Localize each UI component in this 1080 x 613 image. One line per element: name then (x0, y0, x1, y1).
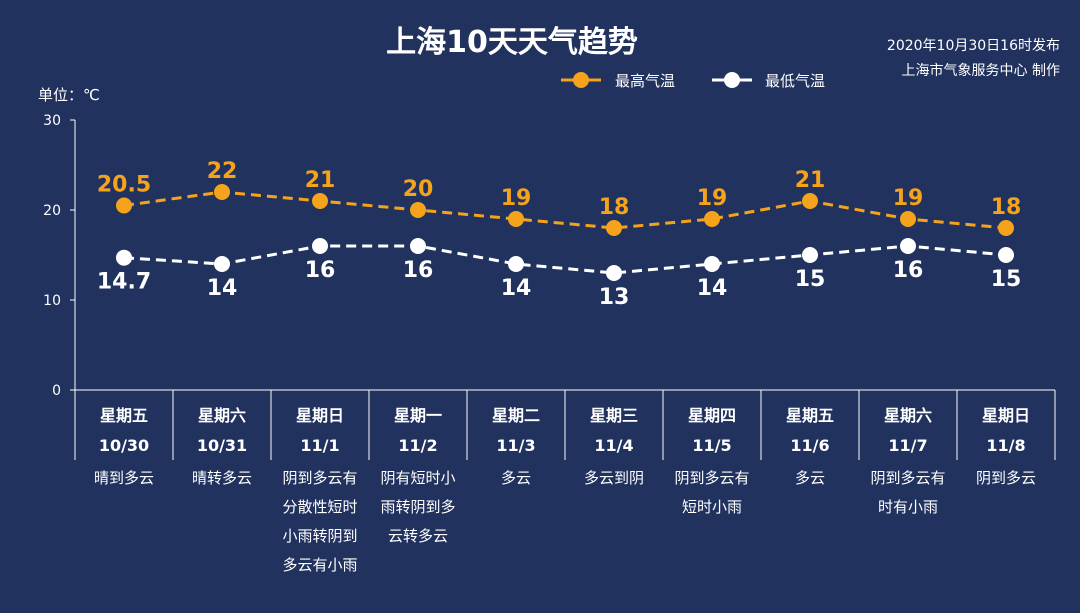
point-low (704, 256, 720, 272)
data-label-high: 19 (697, 186, 728, 211)
point-high (900, 211, 916, 227)
date-label: 10/31 (197, 436, 247, 455)
point-low (508, 256, 524, 272)
data-label-high: 20 (403, 177, 434, 202)
date-label: 11/7 (888, 436, 927, 455)
weather-text: 多云有小雨 (282, 556, 357, 574)
date-label: 11/3 (496, 436, 535, 455)
weather-text: 小雨转阴到 (282, 527, 357, 545)
point-low (214, 256, 230, 272)
data-label-low: 15 (991, 267, 1022, 292)
data-label-low: 14 (207, 276, 238, 301)
date-label: 11/5 (692, 436, 731, 455)
axes: 0 10 20 30 (43, 113, 1056, 460)
data-label-high: 18 (599, 195, 630, 220)
point-low (998, 247, 1014, 263)
y-tick-label: 20 (43, 203, 61, 219)
weekday-label: 星期日 (982, 406, 1030, 425)
data-label-high: 21 (305, 168, 336, 193)
point-high (508, 211, 524, 227)
weather-text: 阴到多云有 (870, 469, 945, 487)
weather-text: 阴到多云 (976, 469, 1036, 487)
date-label: 11/8 (986, 436, 1025, 455)
day-columns: 星期五 10/30 晴到多云 星期六 10/31 晴转多云 星期日 11/1 阴到多云有分散性短… (94, 406, 1036, 574)
point-low (606, 265, 622, 281)
producer: 上海市气象服务中心 制作 (902, 62, 1060, 79)
point-high (802, 193, 818, 209)
data-label-low: 15 (795, 267, 826, 292)
point-high (410, 202, 426, 218)
weather-text: 时有小雨 (878, 498, 938, 516)
legend-low-marker (724, 72, 740, 88)
weather-text: 分散性短时 (282, 498, 357, 516)
unit-label: 单位：℃ (38, 86, 100, 104)
date-label: 11/1 (300, 436, 339, 455)
date-label: 11/6 (790, 436, 829, 455)
legend-low-label: 最低气温 (765, 72, 825, 90)
weather-text: 晴到多云 (94, 469, 154, 487)
point-high (998, 220, 1014, 236)
weather-text: 晴转多云 (192, 469, 252, 487)
date-label: 10/30 (99, 436, 149, 455)
data-label-low: 16 (403, 258, 434, 283)
y-tick-label: 0 (52, 383, 61, 399)
point-low (900, 238, 916, 254)
weather-text: 雨转阴到多 (380, 498, 455, 516)
data-label-high: 19 (893, 186, 924, 211)
point-high (606, 220, 622, 236)
data-label-low: 13 (599, 285, 630, 310)
data-label-high: 19 (501, 186, 532, 211)
y-tick-label: 10 (43, 293, 61, 309)
weather-text: 阴有短时小 (380, 469, 455, 487)
data-label-low: 14 (697, 276, 728, 301)
date-label: 11/2 (398, 436, 437, 455)
point-high (704, 211, 720, 227)
weather-text: 多云到阴 (584, 469, 644, 487)
series-lines (116, 184, 1014, 281)
weekday-label: 星期四 (688, 406, 736, 425)
weekday-label: 星期一 (394, 406, 442, 425)
weekday-label: 星期二 (492, 406, 540, 425)
chart-title: 上海10天天气趋势 (386, 25, 638, 60)
data-labels: 20.5 22 21 20 19 18 19 21 19 18 14.7 14 16 16 14 13 14 15… (97, 159, 1021, 310)
point-low (116, 249, 132, 266)
weekday-label: 星期五 (100, 406, 148, 425)
data-label-high: 18 (991, 195, 1022, 220)
weekday-label: 星期三 (590, 406, 638, 425)
weekday-label: 星期五 (786, 406, 834, 425)
point-low (802, 247, 818, 263)
weekday-label: 星期日 (296, 406, 344, 425)
point-high (116, 197, 132, 214)
data-label-low: 16 (305, 258, 336, 283)
weather-text: 阴到多云有 (282, 469, 357, 487)
y-tick-label: 30 (43, 113, 61, 129)
data-label-low: 14.7 (97, 270, 151, 295)
legend-high-marker (573, 72, 589, 88)
legend-high-label: 最高气温 (615, 72, 675, 90)
date-label: 11/4 (594, 436, 633, 455)
series-line-high (123, 190, 1007, 230)
weekday-label: 星期六 (198, 406, 246, 425)
weather-text: 多云 (501, 469, 531, 487)
weather-text: 云转多云 (388, 527, 448, 545)
data-label-low: 14 (501, 276, 532, 301)
legend: 最高气温 最低气温 (561, 72, 825, 90)
point-high (312, 193, 328, 209)
point-low (312, 238, 328, 254)
data-label-low: 16 (893, 258, 924, 283)
publish-time: 2020年10月30日16时发布 (887, 38, 1060, 54)
series-line-low (123, 244, 1007, 275)
point-low (410, 238, 426, 254)
data-label-high: 21 (795, 168, 826, 193)
weather-text: 阴到多云有 (674, 469, 749, 487)
data-label-high: 22 (207, 159, 238, 184)
weekday-label: 星期六 (884, 406, 932, 425)
weather-text: 多云 (795, 469, 825, 487)
weather-text: 短时小雨 (682, 498, 742, 516)
data-label-high: 20.5 (97, 173, 151, 198)
point-high (214, 184, 230, 200)
